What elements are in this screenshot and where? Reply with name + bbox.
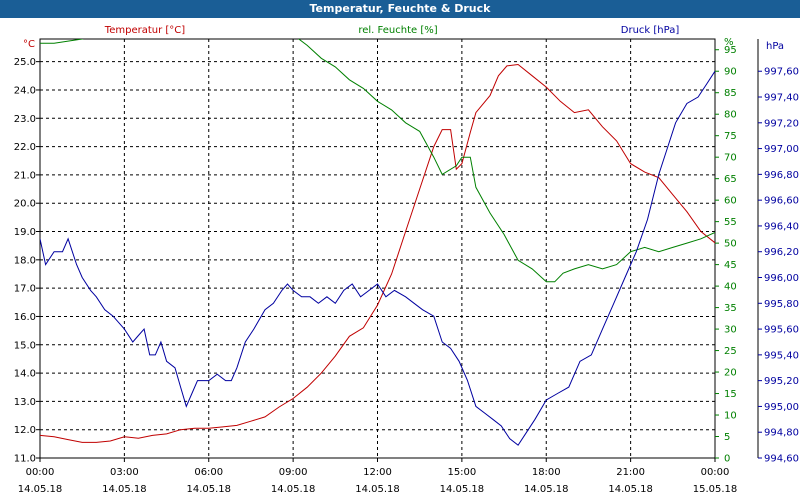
- time-axis: 00:00 14.05.18 03:00 14.05.18 06:00 14.05.18 0…: [18, 458, 738, 495]
- temp-unit: °C: [23, 39, 35, 50]
- temp-tick-label: 14.0: [14, 369, 36, 380]
- press-unit: hPa: [766, 41, 784, 52]
- x-tick-time: 06:00: [194, 467, 223, 478]
- x-tick-date: 14.05.18: [102, 484, 147, 495]
- press-tick-label: 997,40: [764, 93, 799, 104]
- hum-tick-label: 95: [724, 45, 737, 56]
- hum-tick-label: 10: [724, 411, 737, 422]
- temp-tick-label: 25.0: [14, 57, 36, 68]
- window-title: Temperatur, Feuchte & Druck: [0, 0, 800, 18]
- hum-tick-label: 20: [724, 368, 737, 379]
- press-tick-label: 996,80: [764, 170, 799, 181]
- hum-tick-label: 0: [724, 454, 730, 465]
- temp-tick-label: 11.0: [14, 454, 36, 465]
- press-tick-label: 997,60: [764, 67, 799, 78]
- x-tick-date: 14.05.18: [524, 484, 569, 495]
- hum-tick-label: 50: [724, 239, 737, 250]
- axis-headers: Temperatur [°C] rel. Feuchte [%] Druck [hP…: [104, 25, 680, 36]
- x-tick-time: 00:00: [26, 467, 55, 478]
- temp-tick-label: 19.0: [14, 227, 36, 238]
- press-axis-header: Druck [hPa]: [621, 25, 680, 36]
- hum-axis-header: rel. Feuchte [%]: [358, 25, 437, 36]
- x-tick-time: 15:00: [447, 467, 476, 478]
- hum-tick-label: 80: [724, 110, 737, 121]
- series-lines: [40, 39, 715, 446]
- temperature-axis: 11.0 12.0 13.0 14.0 15.0 16.0 17.0 18.0 19.0 20.0…: [14, 39, 40, 465]
- x-tick-time: 21:00: [616, 467, 645, 478]
- x-tick-date: 14.05.18: [608, 484, 653, 495]
- x-tick-time: 00:00: [701, 467, 730, 478]
- hum-tick-label: 25: [724, 346, 737, 357]
- temp-tick-label: 18.0: [14, 255, 36, 266]
- hum-tick-label: 40: [724, 282, 737, 293]
- press-tick-label: 994,60: [764, 454, 799, 465]
- hum-tick-label: 15: [724, 389, 737, 400]
- x-tick-date: 14.05.18: [271, 484, 316, 495]
- hum-tick-label: 5: [724, 432, 730, 443]
- hum-tick-label: 55: [724, 217, 737, 228]
- hum-tick-label: 60: [724, 196, 737, 207]
- temp-tick-label: 22.0: [14, 142, 36, 153]
- temp-tick-label: 13.0: [14, 397, 36, 408]
- press-tick-label: 997,20: [764, 118, 799, 129]
- hum-unit: %: [724, 37, 734, 48]
- hum-tick-label: 75: [724, 131, 737, 142]
- hum-tick-label: 30: [724, 325, 737, 336]
- temp-tick-label: 15.0: [14, 340, 36, 351]
- chart: 11.0 12.0 13.0 14.0 15.0 16.0 17.0 18.0 19.0 20.0…: [14, 25, 799, 495]
- temp-tick-label: 16.0: [14, 312, 36, 323]
- press-tick-label: 994,80: [764, 428, 799, 439]
- press-tick-label: 996,00: [764, 273, 799, 284]
- temp-tick-label: 17.0: [14, 284, 36, 295]
- series-line-temp: [40, 63, 715, 443]
- hum-tick-label: 85: [724, 88, 737, 99]
- temp-tick-label: 24.0: [14, 85, 36, 96]
- temp-tick-label: 21.0: [14, 170, 36, 181]
- x-tick-time: 18:00: [532, 467, 561, 478]
- hum-tick-label: 90: [724, 67, 737, 78]
- x-tick-time: 03:00: [110, 467, 139, 478]
- press-tick-label: 995,20: [764, 376, 799, 387]
- hum-tick-label: 65: [724, 174, 737, 185]
- press-tick-label: 995,40: [764, 350, 799, 361]
- series-line-press: [40, 70, 715, 446]
- press-tick-label: 996,20: [764, 247, 799, 258]
- x-tick-date: 14.05.18: [440, 484, 485, 495]
- press-tick-label: 995,00: [764, 402, 799, 413]
- temp-tick-label: 23.0: [14, 114, 36, 125]
- temp-tick-label: 12.0: [14, 425, 36, 436]
- hum-tick-label: 35: [724, 303, 737, 314]
- press-tick-label: 996,60: [764, 196, 799, 207]
- press-tick-label: 995,60: [764, 325, 799, 336]
- temp-axis-header: Temperatur [°C]: [104, 25, 185, 36]
- x-tick-date: 14.05.18: [18, 484, 63, 495]
- x-tick-date: 15.05.18: [693, 484, 738, 495]
- x-tick-date: 14.05.18: [355, 484, 400, 495]
- temp-tick-label: 20.0: [14, 199, 36, 210]
- humidity-axis: 0 5 10 15 20 25 30 35 40 45 50 55 60 65 70 75 80 85 90 95%: [715, 37, 737, 465]
- x-tick-date: 14.05.18: [186, 484, 231, 495]
- hum-tick-label: 70: [724, 153, 737, 164]
- series-line-hum: [40, 39, 715, 283]
- press-tick-label: 997,00: [764, 144, 799, 155]
- pressure-axis: 994,60 994,80 995,00 995,20 995,40 995,60 995,…: [757, 39, 799, 465]
- x-tick-time: 12:00: [363, 467, 392, 478]
- press-tick-label: 995,80: [764, 299, 799, 310]
- press-tick-label: 996,40: [764, 221, 799, 232]
- x-tick-time: 09:00: [279, 467, 308, 478]
- hum-tick-label: 45: [724, 260, 737, 271]
